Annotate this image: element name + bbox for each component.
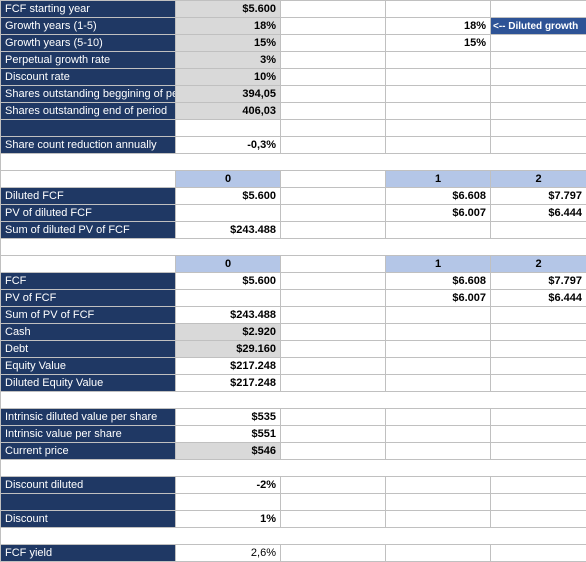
label-dil-pv: PV of diluted FCF [1, 205, 176, 222]
val-equity: $217.248 [176, 358, 281, 375]
row-diluted-header: 0 1 2 [1, 171, 586, 188]
val-growth15[interactable]: 18% [176, 18, 281, 35]
row-blank-2 [1, 239, 586, 256]
hdr-dil-2: 2 [491, 171, 586, 188]
row-shares-beg: Shares outstanding beggining of peri 394… [1, 86, 586, 103]
label-debt: Debt [1, 341, 176, 358]
val-idv: $535 [176, 409, 281, 426]
label-iv: Intrinsic value per share [1, 426, 176, 443]
row-blank-5 [1, 528, 586, 545]
row-fcf-yield: FCF yield 2,6% [1, 545, 586, 562]
row-diluted-fcf: Diluted FCF $5.600 $6.608 $7.797 [1, 188, 586, 205]
val-cash[interactable]: $2.920 [176, 324, 281, 341]
label-yield: FCF yield [1, 545, 176, 562]
row-diluted-sum: Sum of diluted PV of FCF $243.488 [1, 222, 586, 239]
label-equity: Equity Value [1, 358, 176, 375]
label-dil-sum: Sum of diluted PV of FCF [1, 222, 176, 239]
val-std-fcf-2: $7.797 [491, 273, 586, 290]
row-growth-1-5: Growth years (1-5) 18% 18% <-- Diluted g… [1, 18, 586, 35]
val-fcf-start[interactable]: $5.600 [176, 1, 281, 18]
row-fcf-start: FCF starting year $5.600 [1, 1, 586, 18]
val-disc-rate[interactable]: 10% [176, 69, 281, 86]
val-dil-pv-1: $6.007 [386, 205, 491, 222]
val-disc-dil: -2% [176, 477, 281, 494]
val-dil-equity: $217.248 [176, 375, 281, 392]
val-growth15-alt: 18% [386, 18, 491, 35]
val-share-red: -0,3% [176, 137, 281, 154]
hdr-dil-1: 1 [386, 171, 491, 188]
label-disc-dil: Discount diluted [1, 477, 176, 494]
row-spacer-5 [1, 494, 586, 511]
hdr-std-2: 2 [491, 256, 586, 273]
label-disc: Discount [1, 511, 176, 528]
label-std-pv: PV of FCF [1, 290, 176, 307]
hdr-dil-0: 0 [176, 171, 281, 188]
row-cash: Cash $2.920 [1, 324, 586, 341]
row-discount-rate: Discount rate 10% [1, 69, 586, 86]
row-blank-4 [1, 460, 586, 477]
val-std-pv-1: $6.007 [386, 290, 491, 307]
row-dil-equity: Diluted Equity Value $217.248 [1, 375, 586, 392]
label-dil-fcf: Diluted FCF [1, 188, 176, 205]
label-cash: Cash [1, 324, 176, 341]
row-std-sum: Sum of PV of FCF $243.488 [1, 307, 586, 324]
label-dil-equity: Diluted Equity Value [1, 375, 176, 392]
val-iv: $551 [176, 426, 281, 443]
val-price[interactable]: $546 [176, 443, 281, 460]
label-shares-end: Shares outstanding end of period [1, 103, 176, 120]
hdr-std-1: 1 [386, 256, 491, 273]
row-std-header: 0 1 2 [1, 256, 586, 273]
val-yield: 2,6% [176, 545, 281, 562]
val-growth510-alt: 15% [386, 35, 491, 52]
hdr-std-0: 0 [176, 256, 281, 273]
val-std-fcf-1: $6.608 [386, 273, 491, 290]
row-discount-diluted: Discount diluted -2% [1, 477, 586, 494]
label-perp: Perpetual growth rate [1, 52, 176, 69]
row-price: Current price $546 [1, 443, 586, 460]
row-perpetual-growth: Perpetual growth rate 3% [1, 52, 586, 69]
label-share-red: Share count reduction annually [1, 137, 176, 154]
diluted-growth-note: <-- Diluted growth [491, 18, 586, 35]
row-std-pv: PV of FCF $6.007 $6.444 [1, 290, 586, 307]
label-price: Current price [1, 443, 176, 460]
row-idv: Intrinsic diluted value per share $535 [1, 409, 586, 426]
val-dil-fcf-2: $7.797 [491, 188, 586, 205]
row-shares-end: Shares outstanding end of period 406,03 [1, 103, 586, 120]
label-idv: Intrinsic diluted value per share [1, 409, 176, 426]
row-share-reduction: Share count reduction annually -0,3% [1, 137, 586, 154]
row-blank-1 [1, 154, 586, 171]
val-dil-sum: $243.488 [176, 222, 281, 239]
label-growth510: Growth years (5-10) [1, 35, 176, 52]
val-shares-beg[interactable]: 394,05 [176, 86, 281, 103]
label-disc-rate: Discount rate [1, 69, 176, 86]
val-dil-fcf-0: $5.600 [176, 188, 281, 205]
val-shares-end[interactable]: 406,03 [176, 103, 281, 120]
val-dil-pv-2: $6.444 [491, 205, 586, 222]
label-fcf-start: FCF starting year [1, 1, 176, 18]
val-perp[interactable]: 3% [176, 52, 281, 69]
label-std-fcf: FCF [1, 273, 176, 290]
row-equity: Equity Value $217.248 [1, 358, 586, 375]
val-disc: 1% [176, 511, 281, 528]
val-dil-fcf-1: $6.608 [386, 188, 491, 205]
row-diluted-pv: PV of diluted FCF $6.007 $6.444 [1, 205, 586, 222]
val-std-fcf-0: $5.600 [176, 273, 281, 290]
row-iv: Intrinsic value per share $551 [1, 426, 586, 443]
row-blank-3 [1, 392, 586, 409]
val-growth510[interactable]: 15% [176, 35, 281, 52]
row-growth-5-10: Growth years (5-10) 15% 15% [1, 35, 586, 52]
row-discount: Discount 1% [1, 511, 586, 528]
label-std-sum: Sum of PV of FCF [1, 307, 176, 324]
val-std-pv-2: $6.444 [491, 290, 586, 307]
row-debt: Debt $29.160 [1, 341, 586, 358]
label-shares-beg: Shares outstanding beggining of peri [1, 86, 176, 103]
row-spacer-1 [1, 120, 586, 137]
val-std-sum: $243.488 [176, 307, 281, 324]
val-debt[interactable]: $29.160 [176, 341, 281, 358]
label-growth15: Growth years (1-5) [1, 18, 176, 35]
row-std-fcf: FCF $5.600 $6.608 $7.797 [1, 273, 586, 290]
dcf-valuation-table: FCF starting year $5.600 Growth years (1… [0, 0, 586, 562]
